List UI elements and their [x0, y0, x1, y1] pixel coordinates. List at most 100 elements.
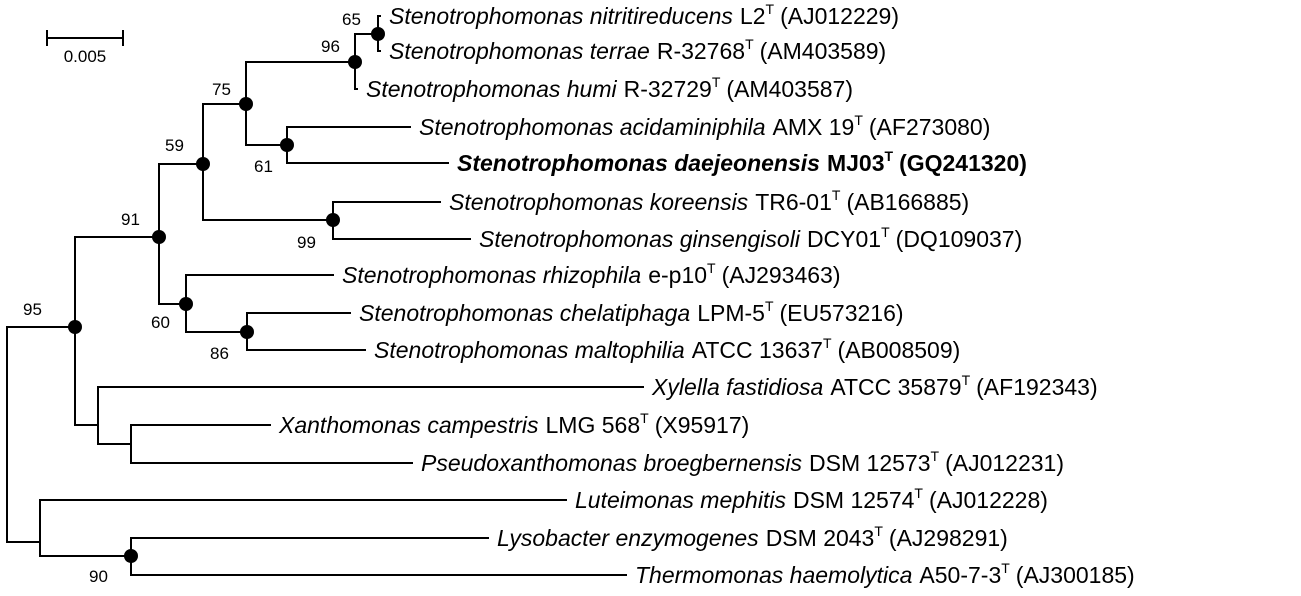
taxon-accession: (AB166885): [846, 189, 969, 215]
taxon-accession: (AJ012228): [929, 487, 1048, 513]
type-strain-mark: T: [874, 523, 883, 539]
type-strain-mark: T: [745, 36, 754, 52]
taxon-species-name: Thermomonas haemolytica: [635, 562, 912, 588]
taxon-accession: (AM403589): [760, 38, 887, 64]
node-marker-n75: [239, 97, 253, 111]
taxon-label-chelatiphaga: Stenotrophomonas chelatiphaga LPM-5T (EU57…: [359, 298, 904, 326]
taxon-label-lysobacter: Lysobacter enzymogenes DSM 2043T (AJ298291…: [497, 523, 1008, 551]
taxon-strain: R-32729: [624, 76, 712, 102]
taxon-label-pseudoxanthomonas: Pseudoxanthomonas broegbernensis DSM 1257…: [421, 448, 1064, 476]
taxon-species-name: Stenotrophomonas koreensis: [449, 189, 749, 215]
taxon-strain: MJ03: [827, 150, 885, 176]
taxon-label-ginsengisoli: Stenotrophomonas ginsengisoli DCY01T (DQ10…: [479, 224, 1022, 252]
bootstrap-value: 75: [212, 80, 231, 99]
taxon-species-name: Stenotrophomonas maltophilia: [374, 337, 685, 363]
taxon-accession: (AF192343): [976, 374, 1097, 400]
type-strain-mark: T: [832, 187, 841, 203]
taxon-species-name: Xanthomonas campestris: [278, 412, 539, 438]
bootstrap-value: 91: [121, 210, 140, 229]
taxon-strain: A50-7-3: [919, 562, 1001, 588]
node-marker-n60: [179, 297, 193, 311]
taxon-accession: (X95917): [655, 412, 750, 438]
bootstrap-value: 60: [151, 313, 170, 332]
taxon-labels: Stenotrophomonas nitritireducens L2T (AJ01…: [278, 1, 1135, 588]
type-strain-mark: T: [640, 410, 649, 426]
node-marker-n86: [240, 325, 254, 339]
taxon-strain: L2: [740, 3, 766, 29]
taxon-strain: AMX 19: [773, 114, 855, 140]
taxon-label-rhizophila: Stenotrophomonas rhizophila e-p10T (AJ2934…: [342, 260, 841, 288]
bootstrap-value: 86: [210, 344, 229, 363]
taxon-label-nitritireducens: Stenotrophomonas nitritireducens L2T (AJ01…: [389, 1, 899, 29]
bootstrap-value: 61: [254, 157, 273, 176]
taxon-species-name: Stenotrophomonas terrae: [389, 38, 650, 64]
type-strain-mark: T: [854, 112, 863, 128]
bootstrap-node-markers: [68, 27, 385, 563]
node-marker-n65: [371, 27, 385, 41]
taxon-strain: DCY01: [807, 226, 881, 252]
node-marker-n95: [68, 320, 82, 334]
taxon-label-xanthomonas: Xanthomonas campestris LMG 568T (X95917): [278, 410, 749, 438]
node-marker-n91: [152, 230, 166, 244]
bootstrap-value: 65: [342, 10, 361, 29]
taxon-label-maltophilia: Stenotrophomonas maltophilia ATCC 13637T (…: [374, 335, 960, 363]
taxon-strain: ATCC 13637: [692, 337, 823, 363]
taxon-species-name: Pseudoxanthomonas broegbernensis: [421, 450, 803, 476]
type-strain-mark: T: [962, 372, 971, 388]
taxon-species-name: Xylella fastidiosa: [651, 374, 823, 400]
taxon-accession: (AJ293463): [722, 262, 841, 288]
node-marker-n59: [196, 157, 210, 171]
taxon-strain: e-p10: [648, 262, 707, 288]
taxon-accession: (AF273080): [869, 114, 990, 140]
taxon-label-koreensis: Stenotrophomonas koreensis TR6-01T (AB1668…: [449, 187, 969, 215]
node-marker-n96: [348, 55, 362, 69]
type-strain-mark: T: [765, 298, 774, 314]
type-strain-mark: T: [885, 148, 894, 164]
node-marker-n61: [280, 138, 294, 152]
bootstrap-value: 90: [89, 567, 108, 586]
taxon-species-name: Stenotrophomonas chelatiphaga: [359, 300, 690, 326]
node-marker-n99: [326, 213, 340, 227]
taxon-strain: ATCC 35879: [830, 374, 961, 400]
type-strain-mark: T: [1001, 560, 1010, 576]
bootstrap-value: 95: [23, 300, 42, 319]
type-strain-mark: T: [931, 448, 940, 464]
taxon-species-name: Stenotrophomonas acidaminiphila: [419, 114, 766, 140]
taxon-accession: (GQ241320): [899, 150, 1027, 176]
type-strain-mark: T: [712, 74, 721, 90]
bootstrap-value: 59: [165, 136, 184, 155]
scale-bar: 0.005: [46, 30, 124, 66]
taxon-accession: (AM403587): [726, 76, 853, 102]
taxon-species-name: Lysobacter enzymogenes: [497, 525, 759, 551]
taxon-strain: TR6-01: [755, 189, 832, 215]
taxon-species-name: Luteimonas mephitis: [575, 487, 786, 513]
taxon-accession: (AJ012231): [945, 450, 1064, 476]
taxon-label-acidaminiphila: Stenotrophomonas acidaminiphila AMX 19T (A…: [419, 112, 990, 140]
taxon-strain: DSM 2043: [766, 525, 875, 551]
type-strain-mark: T: [823, 335, 832, 351]
taxon-strain: DSM 12573: [809, 450, 930, 476]
taxon-species-name: Stenotrophomonas nitritireducens: [389, 3, 733, 29]
type-strain-mark: T: [881, 224, 890, 240]
taxon-strain: R-32768: [657, 38, 745, 64]
taxon-label-thermomonas: Thermomonas haemolytica A50-7-3T (AJ300185…: [635, 560, 1135, 588]
taxon-accession: (AJ012229): [780, 3, 899, 29]
type-strain-mark: T: [914, 485, 923, 501]
taxon-label-terrae: Stenotrophomonas terrae R-32768T (AM403589…: [389, 36, 886, 64]
taxon-label-humi: Stenotrophomonas humi R-32729T (AM403587): [366, 74, 853, 102]
taxon-species-name: Stenotrophomonas ginsengisoli: [479, 226, 801, 252]
scale-bar-label: 0.005: [64, 47, 107, 66]
taxon-label-luteimonas: Luteimonas mephitis DSM 12574T (AJ012228): [575, 485, 1048, 513]
taxon-species-name: Stenotrophomonas rhizophila: [342, 262, 641, 288]
taxon-accession: (AJ298291): [889, 525, 1008, 551]
node-marker-n90: [124, 549, 138, 563]
type-strain-mark: T: [707, 260, 716, 276]
taxon-accession: (EU573216): [780, 300, 904, 326]
type-strain-mark: T: [766, 1, 775, 17]
taxon-strain: LPM-5: [697, 300, 765, 326]
taxon-accession: (AJ300185): [1016, 562, 1135, 588]
taxon-strain: LMG 568: [546, 412, 641, 438]
taxon-species-name: Stenotrophomonas daejeonensis: [457, 150, 820, 176]
